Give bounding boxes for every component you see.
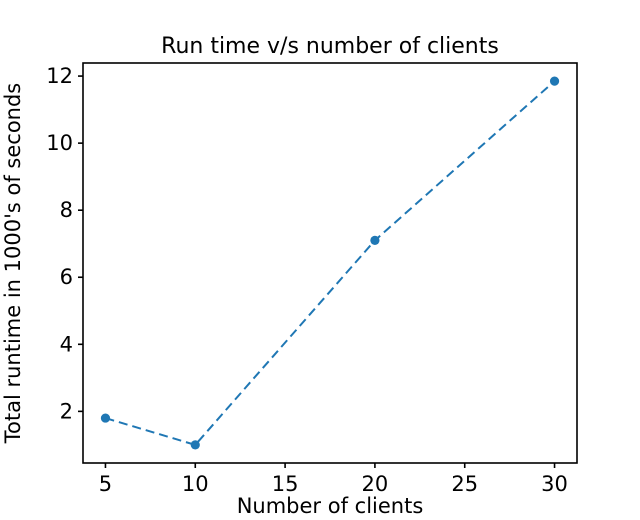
plot-border [82,62,578,464]
x-tick-label: 5 [99,472,112,496]
y-tick-label: 12 [46,64,73,88]
y-tick-label: 10 [46,131,73,155]
x-tick-label: 10 [182,472,209,496]
y-tick-label: 8 [60,198,73,222]
x-tick-label: 15 [272,472,299,496]
data-point [370,235,380,245]
y-axis-label: Total runtime in 1000's of seconds [1,83,25,445]
x-tick-label: 20 [362,472,389,496]
x-tick-label: 25 [451,472,478,496]
data-line [105,80,556,447]
chart-title: Run time v/s number of clients [161,34,499,59]
y-tick-label: 4 [60,332,73,356]
data-series-layer [100,76,560,450]
y-tick-label: 2 [60,399,73,423]
data-point [190,440,200,450]
data-point [100,413,111,423]
ticks-layer: 5 10 15 20 25 30 2 4 6 8 10 12 [46,64,568,496]
x-axis-label: Number of clients [237,494,424,518]
x-tick-label: 30 [541,472,568,496]
data-point [549,76,560,86]
y-tick-label: 6 [60,265,73,289]
